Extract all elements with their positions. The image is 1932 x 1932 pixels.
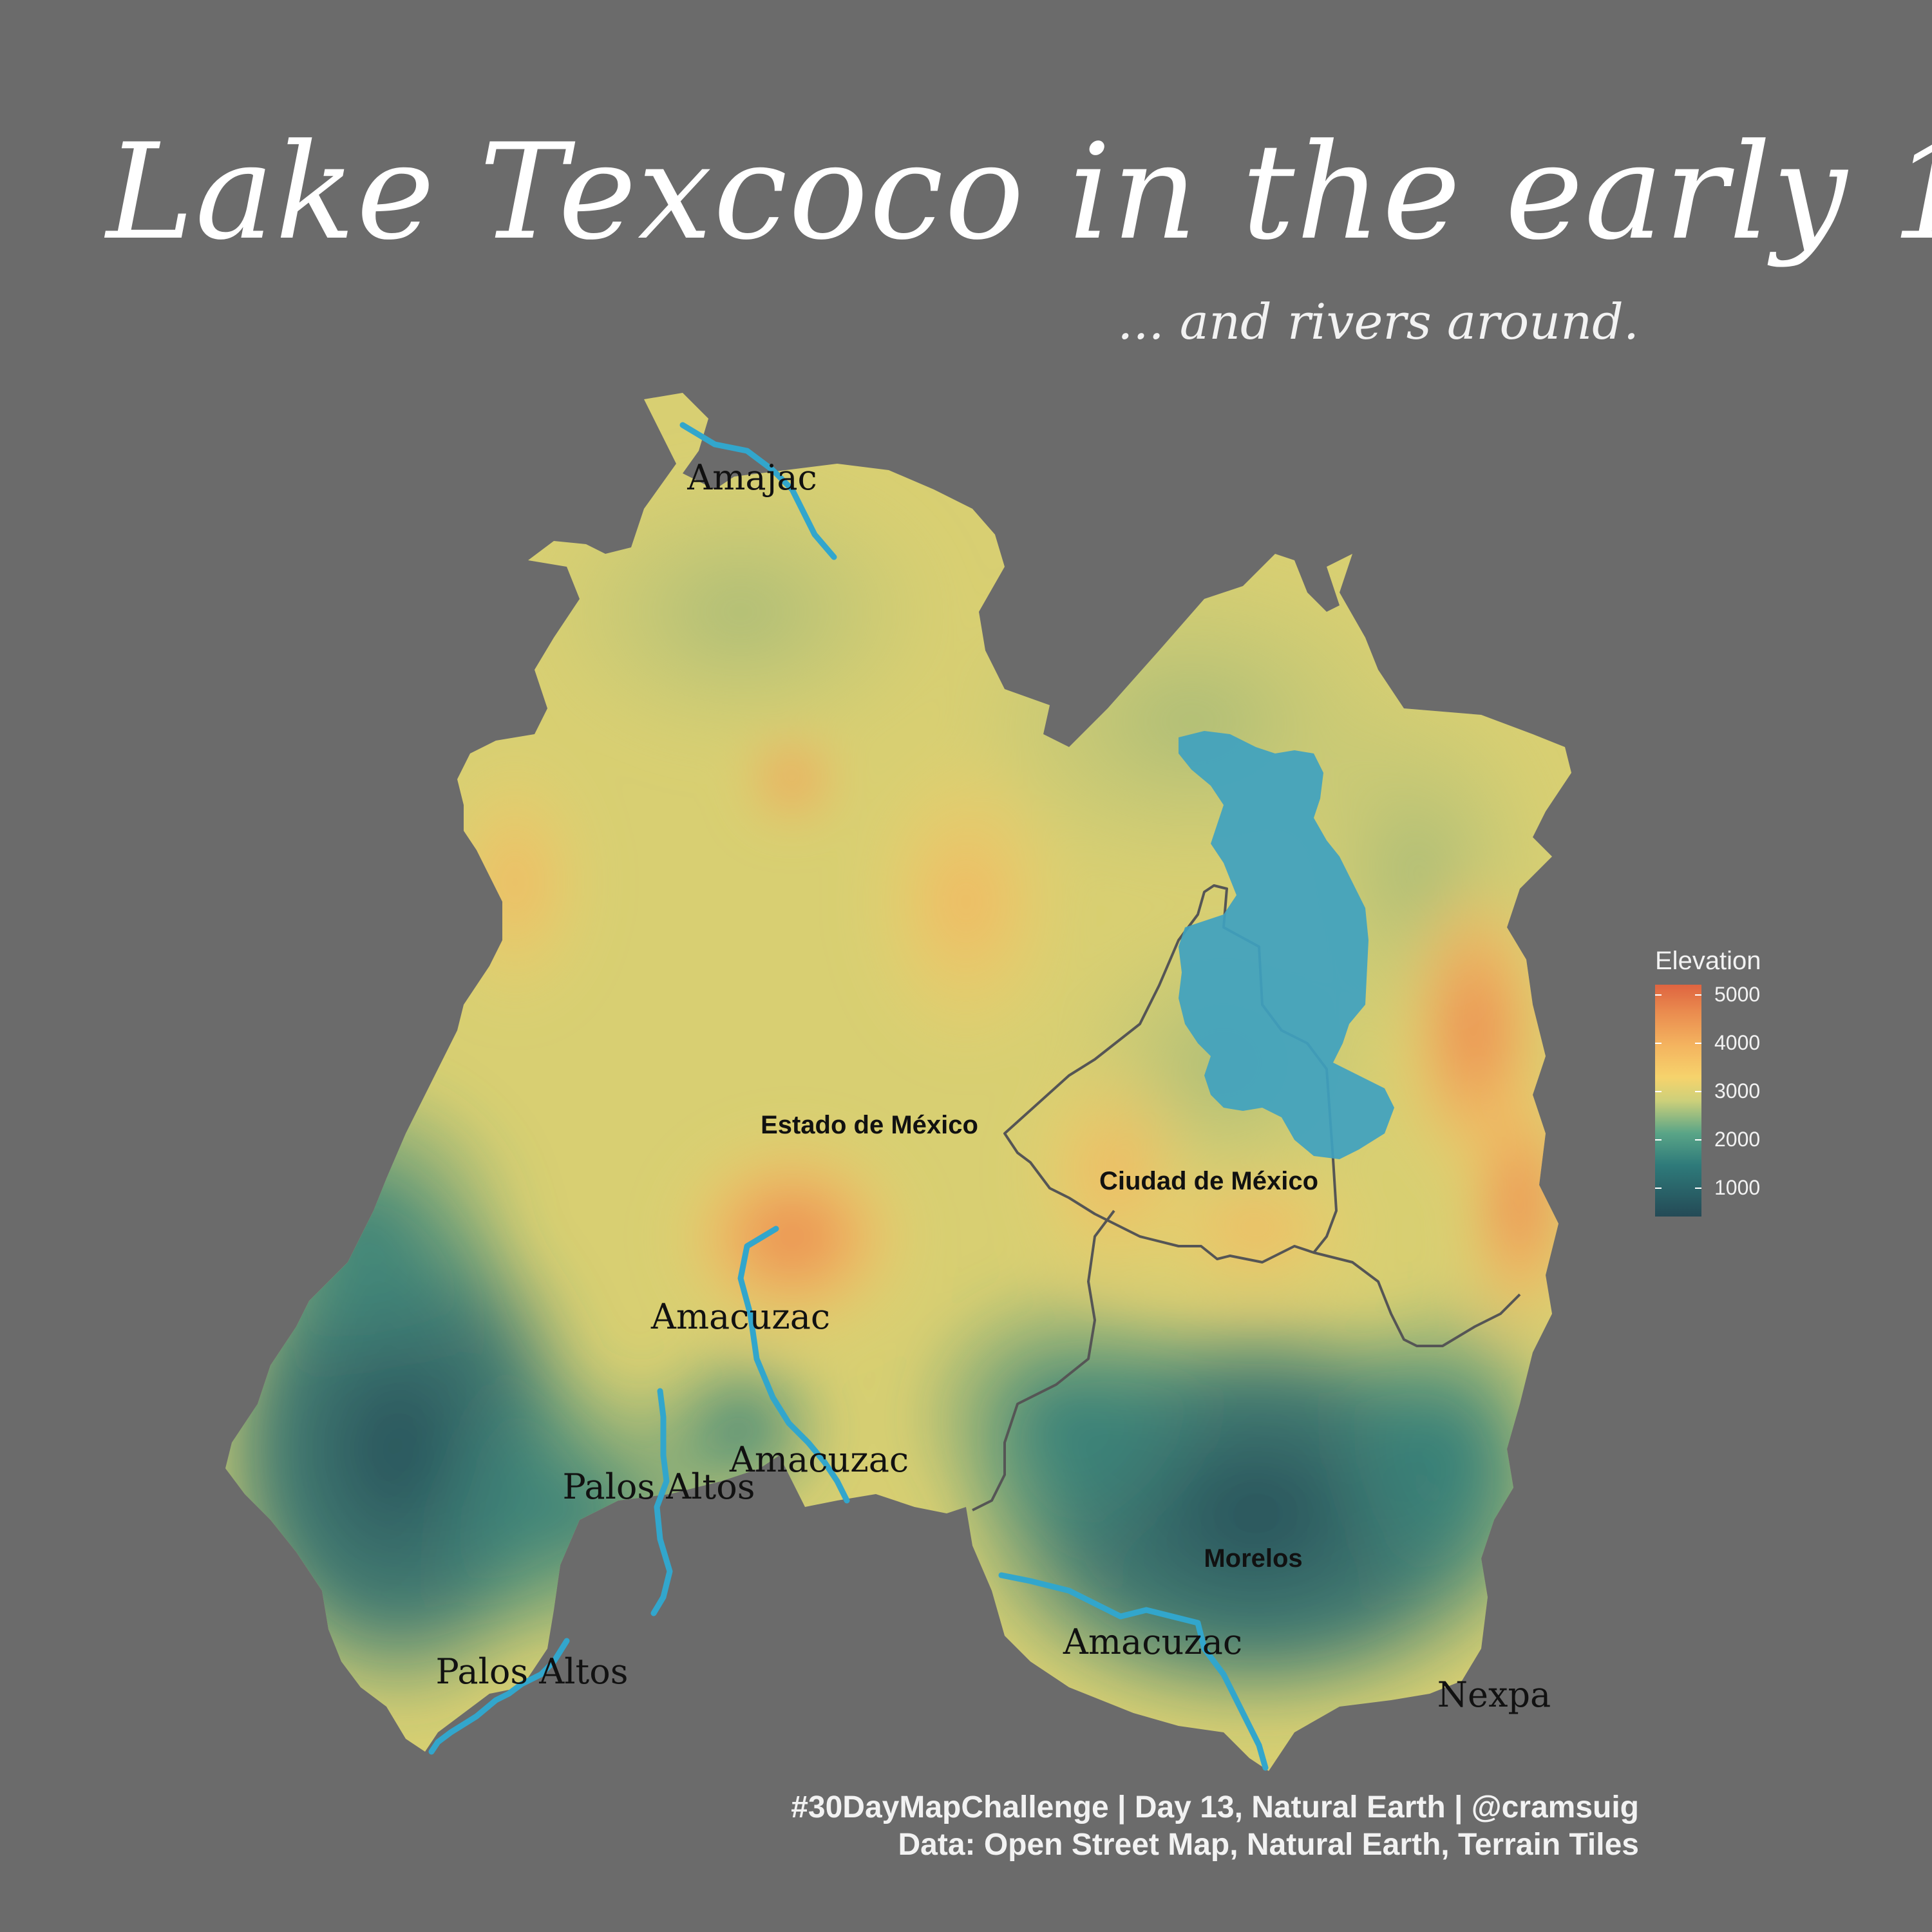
river-palos-altos-west xyxy=(428,1638,570,1755)
legend-tick-label: 1000 xyxy=(1714,1176,1761,1199)
legend-colorbar xyxy=(1655,985,1701,1217)
river-label-amacuzac: Amacuzac xyxy=(650,1296,830,1337)
region-label-ciudad-de-mexico: Ciudad de México xyxy=(1099,1167,1318,1195)
border-morelos xyxy=(972,1209,1521,1511)
river-palos-altos-east xyxy=(650,1388,673,1616)
river-label-palos-altos: Palos Altos xyxy=(563,1466,755,1507)
region-label-morelos: Morelos xyxy=(1204,1544,1302,1573)
elevation-legend: Elevation 5000 4000 3000 2000 1000 xyxy=(1655,947,1761,1217)
river-amajac xyxy=(679,422,837,560)
legend-body: 5000 4000 3000 2000 1000 xyxy=(1655,983,1761,1217)
legend-tick-label: 4000 xyxy=(1714,1031,1761,1054)
legend-title: Elevation xyxy=(1655,947,1761,975)
river-label-palos-altos: Palos Altos xyxy=(436,1651,629,1692)
lake-texcoco xyxy=(1179,731,1394,1159)
caption-line-1: #30DayMapChallenge | Day 13, Natural Ear… xyxy=(791,1790,1639,1824)
river-label-amacuzac: Amacuzac xyxy=(1063,1622,1242,1662)
river-amacuzac-south xyxy=(998,1572,1269,1771)
caption-line-2: Data: Open Street Map, Natural Earth, Te… xyxy=(898,1828,1639,1862)
rivers xyxy=(428,422,1269,1771)
river-label-nexpa: Nexpa xyxy=(1437,1674,1551,1715)
river-label-amacuzac: Amacuzac xyxy=(729,1439,909,1480)
legend-tick-label: 3000 xyxy=(1714,1079,1761,1103)
legend-tick-label: 2000 xyxy=(1714,1128,1761,1151)
map-subtitle: ... and rivers around. xyxy=(1117,293,1639,350)
river-label-amajac: Amajac xyxy=(687,457,817,498)
map-title: Lake Texcoco in the early 1500s xyxy=(106,116,1932,269)
legend-tick-label: 5000 xyxy=(1714,983,1761,1006)
region-label-estado-de-mexico: Estado de México xyxy=(761,1111,978,1139)
river-amacuzac-north xyxy=(737,1226,850,1504)
map-caption: #30DayMapChallenge | Day 13, Natural Ear… xyxy=(791,1789,1639,1864)
